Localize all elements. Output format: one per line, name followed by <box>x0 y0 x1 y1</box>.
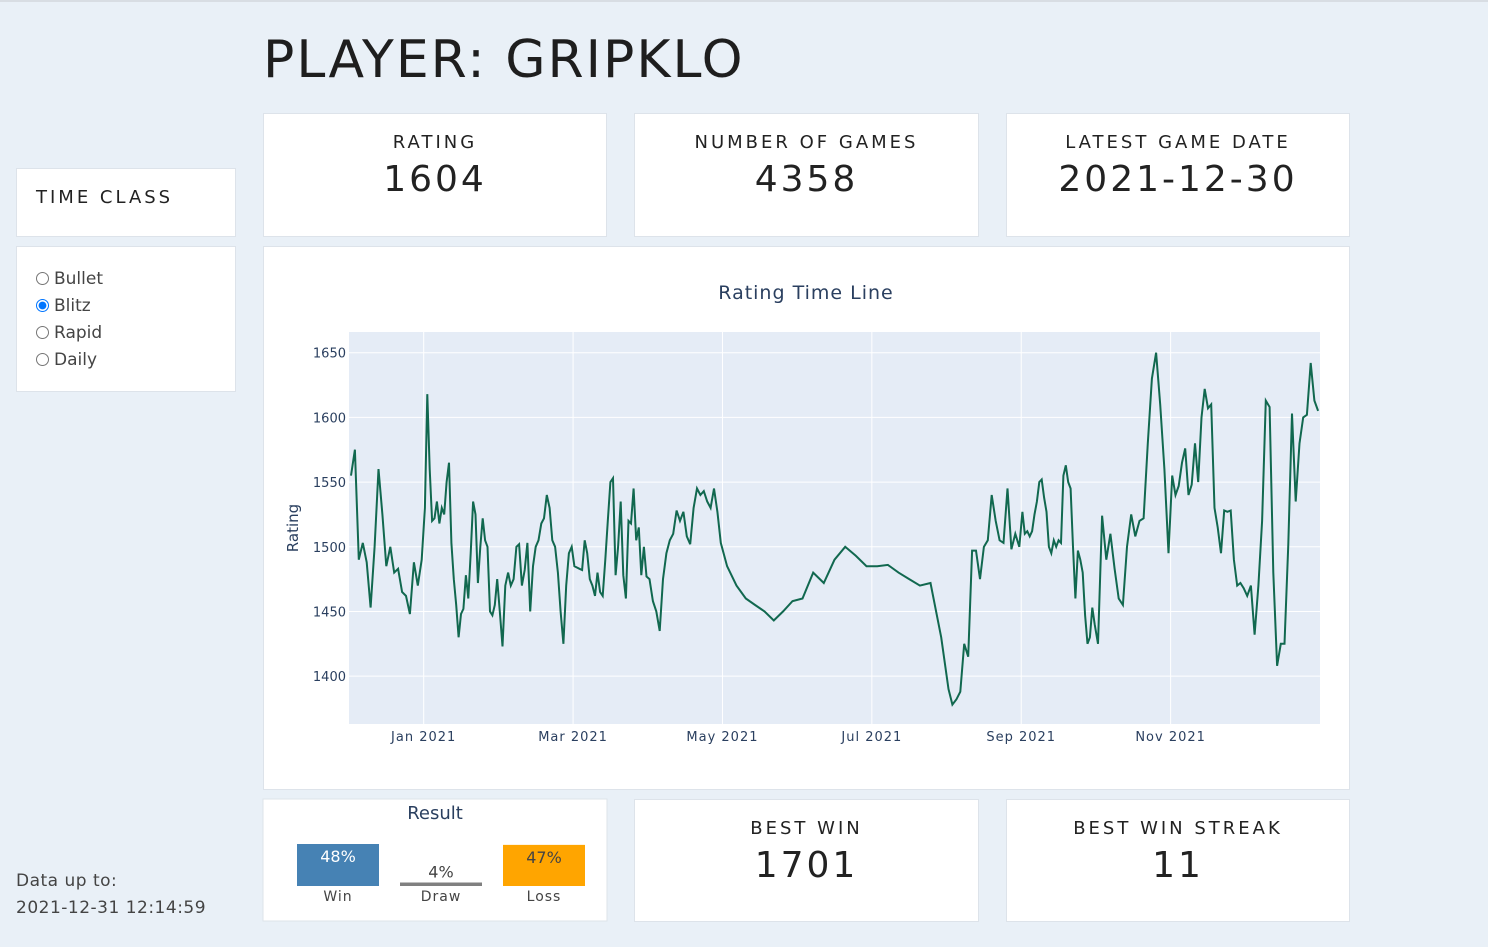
result-bar <box>503 844 585 886</box>
stat-card: RATING 1604 <box>263 113 607 237</box>
stat-value: 11 <box>1152 845 1204 886</box>
x-tick-label: Jul 2021 <box>840 730 902 745</box>
x-tick-label: Jan 2021 <box>390 730 456 745</box>
stat-card: LATEST GAME DATE 2021-12-30 <box>1006 113 1350 237</box>
y-tick-label: 1600 <box>313 411 346 426</box>
radio-label: Blitz <box>54 295 91 316</box>
radio-option[interactable]: Daily <box>36 346 235 373</box>
footer-label: Data up to: <box>16 871 118 891</box>
result-value-label: 47% <box>526 848 562 867</box>
x-tick-label: Mar 2021 <box>538 730 608 745</box>
result-title: Result <box>407 803 463 824</box>
result-category: Loss <box>527 889 562 905</box>
radio-label: Bullet <box>54 268 104 289</box>
stat-card: BEST WIN STREAK 11 <box>1006 799 1350 922</box>
result-bar <box>297 844 379 886</box>
sidebar-title-box: TIME CLASS <box>16 168 236 237</box>
radio-button[interactable] <box>36 272 49 285</box>
stat-label: NUMBER OF GAMES <box>694 132 919 153</box>
stat-value: 4358 <box>754 159 859 200</box>
y-tick-label: 1550 <box>313 476 346 491</box>
page-title: PLAYER: GRIPKLO <box>263 30 745 90</box>
radio-option[interactable]: Blitz <box>36 292 235 319</box>
radio-option[interactable]: Rapid <box>36 319 235 346</box>
x-tick-label: Sep 2021 <box>986 730 1056 745</box>
chart-title: Rating Time Line <box>718 282 893 304</box>
y-axis-title: Rating <box>284 504 302 552</box>
stat-label: BEST WIN <box>750 818 863 839</box>
time-class-options: Bullet Blitz Rapid Daily <box>16 246 236 392</box>
plot-background <box>349 332 1320 724</box>
radio-button[interactable] <box>36 326 49 339</box>
result-category: Draw <box>421 889 462 905</box>
result-value-label: 48% <box>320 847 356 866</box>
stat-value: 1604 <box>383 159 487 200</box>
y-tick-label: 1500 <box>313 541 346 556</box>
radio-label: Rapid <box>54 322 103 343</box>
stat-value: 1701 <box>754 845 859 886</box>
radio-button[interactable] <box>36 299 49 312</box>
stat-label: LATEST GAME DATE <box>1065 132 1291 153</box>
stat-label: BEST WIN STREAK <box>1073 818 1283 839</box>
x-tick-label: May 2021 <box>686 730 758 745</box>
stat-value: 2021-12-30 <box>1058 159 1298 200</box>
radio-label: Daily <box>54 349 98 370</box>
x-tick-label: Nov 2021 <box>1135 730 1206 745</box>
y-tick-label: 1450 <box>313 605 346 620</box>
stat-card: BEST WIN 1701 <box>634 799 979 922</box>
radio-option[interactable]: Bullet <box>36 265 235 292</box>
sidebar-title: TIME CLASS <box>36 187 174 208</box>
result-category: Win <box>323 889 352 905</box>
stat-label: RATING <box>392 132 478 153</box>
y-tick-label: 1400 <box>313 670 346 685</box>
rating-line <box>350 352 1320 707</box>
result-bar <box>400 882 482 886</box>
footer-value: 2021-12-31 12:14:59 <box>16 898 207 918</box>
y-tick-label: 1650 <box>313 347 346 362</box>
stat-card: NUMBER OF GAMES 4358 <box>634 113 979 237</box>
radio-button[interactable] <box>36 353 49 366</box>
result-value-label: 4% <box>428 863 453 882</box>
